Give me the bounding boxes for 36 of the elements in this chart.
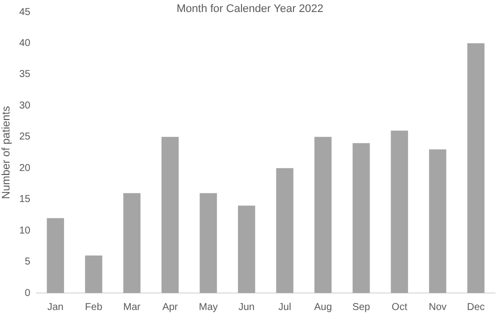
x-axis-title: Month for Calender Year 2022 bbox=[176, 3, 324, 15]
x-tick-label: Apr bbox=[162, 302, 179, 313]
y-tick-label: 25 bbox=[19, 132, 31, 143]
bar bbox=[390, 130, 408, 293]
bar bbox=[314, 136, 332, 293]
y-tick-label: 10 bbox=[19, 225, 31, 236]
y-axis-title: Number of patients bbox=[0, 106, 13, 199]
y-tick-label: 0 bbox=[24, 288, 31, 299]
bar bbox=[162, 136, 179, 293]
bar bbox=[200, 193, 217, 293]
x-tick-label: Aug bbox=[314, 302, 332, 313]
y-tick-label: 15 bbox=[19, 194, 31, 206]
bar bbox=[276, 168, 294, 293]
bar bbox=[123, 193, 140, 293]
x-tick-label: Feb bbox=[85, 302, 103, 313]
x-tick-label: Jan bbox=[47, 302, 64, 313]
x-tick-label: Nov bbox=[428, 302, 447, 313]
y-tick-label: 20 bbox=[19, 162, 31, 174]
bar bbox=[238, 206, 256, 293]
x-tick-label: May bbox=[198, 302, 218, 313]
x-tick-label: Mar bbox=[123, 302, 142, 313]
y-tick-label: 5 bbox=[24, 256, 31, 268]
x-tick-label: Sep bbox=[352, 302, 371, 313]
y-tick-label: 45 bbox=[19, 6, 31, 18]
bar bbox=[85, 256, 102, 293]
x-tick-label: Jul bbox=[278, 302, 292, 313]
x-tick-label: Dec bbox=[466, 302, 485, 313]
bar bbox=[46, 218, 64, 293]
y-tick-label: 35 bbox=[19, 69, 31, 80]
bar bbox=[352, 143, 370, 293]
y-tick-label: 30 bbox=[19, 100, 31, 112]
bar bbox=[429, 149, 446, 293]
x-tick-label: Jun bbox=[238, 302, 255, 313]
bar bbox=[467, 43, 484, 293]
x-tick-label: Oct bbox=[392, 302, 408, 313]
y-tick-label: 40 bbox=[19, 38, 31, 49]
